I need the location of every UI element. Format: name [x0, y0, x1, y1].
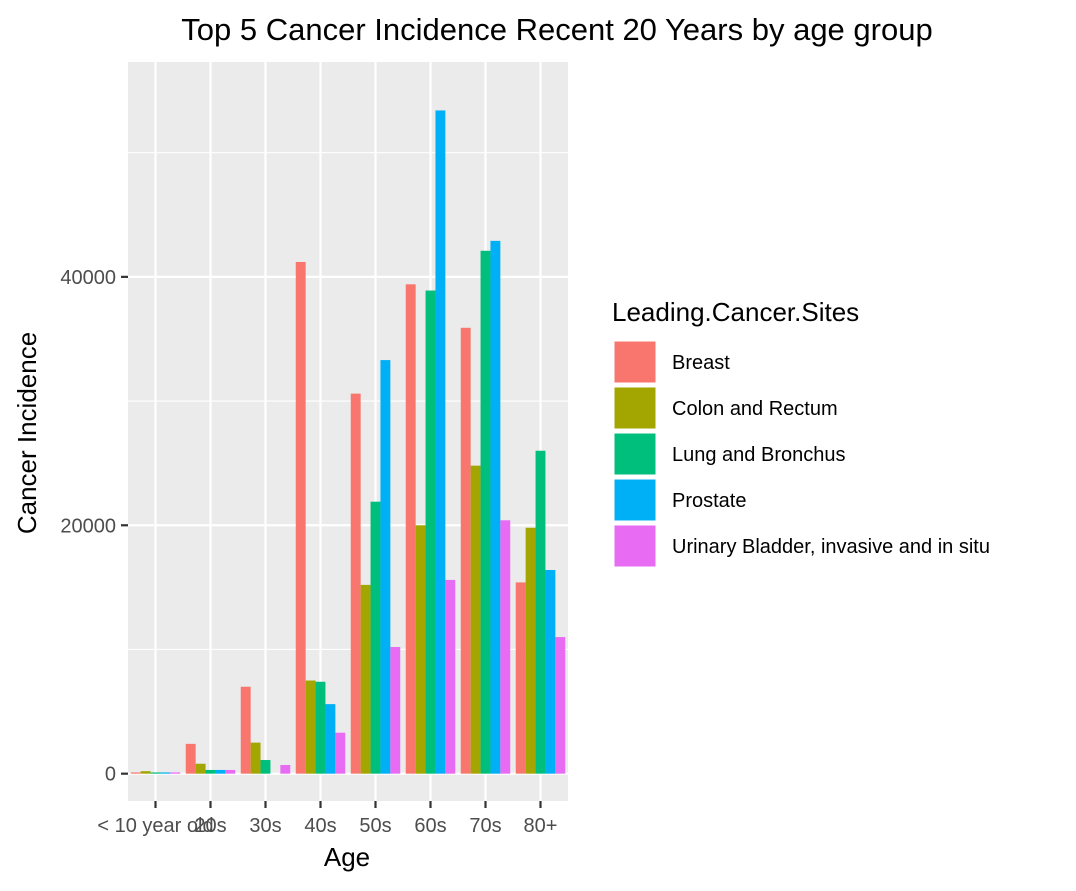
y-tick-label: 20000 — [60, 515, 116, 537]
legend-title: Leading.Cancer.Sites — [612, 297, 859, 327]
bar — [360, 584, 371, 774]
bar — [195, 763, 206, 774]
bar — [415, 525, 426, 774]
y-tick-label: 40000 — [60, 267, 116, 289]
bar — [295, 261, 306, 774]
bar — [170, 772, 181, 774]
chart-title: Top 5 Cancer Incidence Recent 20 Years b… — [181, 12, 932, 47]
bar — [405, 284, 416, 774]
bar — [435, 110, 446, 774]
bar — [205, 769, 216, 774]
bars — [130, 110, 566, 774]
bar — [325, 704, 336, 774]
bar — [225, 769, 236, 774]
bar — [335, 732, 346, 774]
y-tick-label: 0 — [105, 764, 116, 786]
bar — [470, 465, 481, 774]
bar — [380, 360, 391, 774]
bar — [130, 772, 141, 774]
legend-label: Colon and Rectum — [672, 398, 838, 420]
y-axis-title: Cancer Incidence — [12, 332, 42, 534]
legend-key — [613, 478, 657, 522]
legend-items: Breast Colon and Rectum Lung and Bronchus P… — [613, 340, 990, 568]
bar — [315, 681, 326, 774]
legend-label: Breast — [672, 352, 730, 374]
bar — [500, 520, 511, 774]
bar — [545, 569, 556, 774]
bar — [240, 686, 251, 774]
bar — [370, 501, 381, 774]
bar — [480, 250, 491, 774]
x-tick-label: 70s — [469, 815, 501, 837]
bar — [525, 527, 536, 774]
legend-key — [613, 340, 657, 384]
bar — [535, 450, 546, 774]
bar — [460, 327, 471, 774]
x-tick-label: 80+ — [524, 815, 558, 837]
bar — [350, 393, 361, 774]
legend-key — [613, 524, 657, 568]
bar — [185, 743, 196, 774]
x-tick-label: 30s — [249, 815, 281, 837]
x-tick-label: 20s — [194, 815, 226, 837]
bar — [445, 579, 456, 774]
legend-key — [613, 432, 657, 476]
bar — [150, 772, 161, 774]
legend-label: Prostate — [672, 490, 746, 512]
legend-label: Urinary Bladder, invasive and in situ — [672, 536, 990, 558]
legend-label: Lung and Bronchus — [672, 444, 845, 466]
legend: Leading.Cancer.Sites Breast Colon and Rec… — [612, 297, 990, 568]
bar — [305, 680, 316, 774]
bar — [160, 772, 171, 774]
x-tick-label: < 10 year old — [97, 815, 213, 837]
bar — [250, 742, 261, 774]
bar — [260, 760, 271, 774]
bar — [555, 637, 566, 774]
x-tick-label: 40s — [304, 815, 336, 837]
bar — [390, 646, 401, 774]
x-tick-label: 50s — [359, 815, 391, 837]
bar — [140, 771, 151, 774]
bar — [280, 764, 291, 774]
bar — [425, 290, 436, 774]
y-axis: 0 20000 40000 — [60, 267, 128, 786]
x-axis-title: Age — [324, 842, 370, 872]
legend-key — [613, 386, 657, 430]
bar — [515, 582, 526, 774]
bar — [215, 769, 226, 774]
x-tick-label: 60s — [414, 815, 446, 837]
bar — [490, 240, 501, 774]
